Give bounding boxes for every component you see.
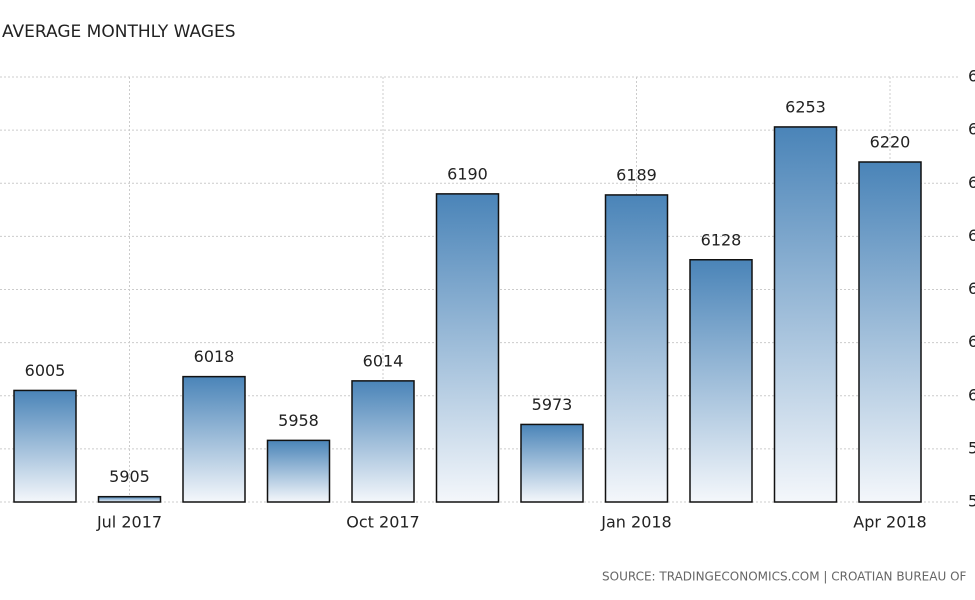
data-label: 6128 [701,230,742,249]
bar [266,439,331,503]
data-label: 6005 [25,361,66,380]
x-tick-label: Apr 2018 [853,513,926,532]
bar [773,126,838,503]
y-tick-label: 6000 [968,385,975,404]
bar [604,194,669,503]
y-tick-label: 5900 [968,492,975,511]
x-tick-label: Oct 2017 [346,513,419,532]
data-label: 5905 [109,467,150,486]
bar [351,380,415,503]
x-tick-label: Jan 2018 [600,513,671,532]
data-label: 6189 [616,165,657,184]
data-label: 6220 [870,133,911,152]
y-tick-label: 5950 [968,438,975,457]
bar [182,375,246,503]
source: SOURCE: TRADINGECONOMICS.COM | CROATIAN … [602,570,967,584]
bar [13,389,77,503]
data-label: 6018 [194,347,235,366]
y-tick-label: 6100 [968,279,975,298]
data-label: 6014 [363,351,404,370]
x-tick-label: Jul 2017 [96,513,162,532]
bar [689,259,753,503]
data-label: 5973 [532,395,573,414]
y-tick-label: 6250 [968,120,975,139]
y-tick-label: 6050 [968,332,975,351]
bar [435,193,500,503]
chart-title: AVERAGE MONTHLY WAGES [2,22,236,42]
y-tick-label: 6300 [968,67,975,86]
data-label: 6253 [785,97,826,116]
bar [520,423,584,503]
data-label: 5958 [278,411,319,430]
y-tick-label: 6150 [968,226,975,245]
data-label: 6190 [447,164,488,183]
bar [858,161,922,503]
bar [97,495,162,503]
y-tick-label: 6200 [968,173,975,192]
